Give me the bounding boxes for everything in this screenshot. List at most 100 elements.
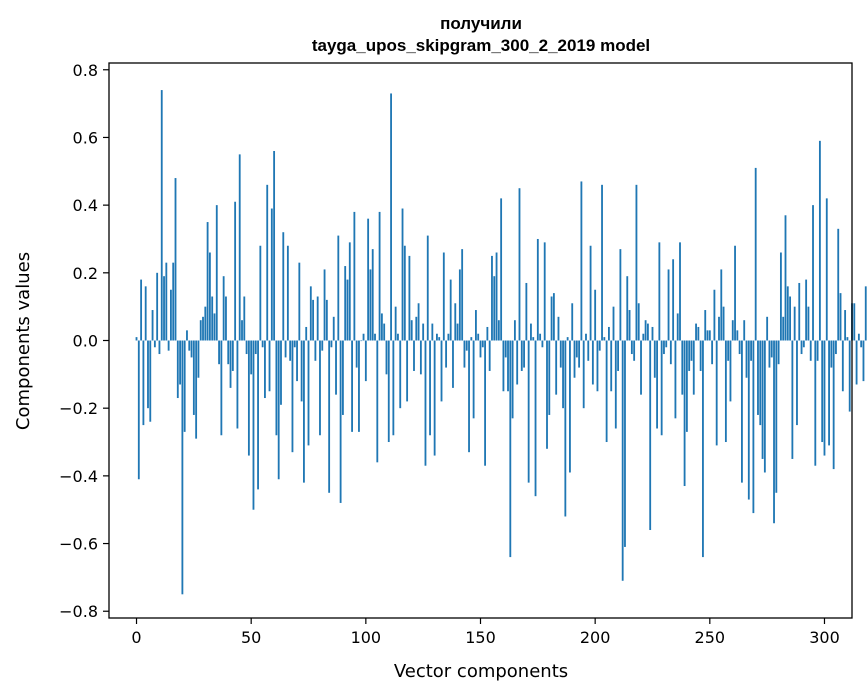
bar: [436, 333, 438, 341]
bar: [679, 242, 681, 341]
bar: [527, 340, 530, 483]
bar: [699, 340, 702, 371]
bar: [653, 340, 656, 378]
bar: [839, 293, 842, 341]
bar: [566, 337, 569, 341]
bar: [729, 340, 732, 402]
bar: [387, 340, 390, 443]
bar: [452, 340, 454, 388]
bar: [493, 276, 496, 341]
bar: [688, 340, 691, 371]
bar: [211, 296, 214, 341]
x-tick-label: 100: [351, 628, 382, 647]
bar: [220, 340, 223, 436]
bar: [153, 340, 156, 348]
bar: [199, 320, 202, 341]
bar: [332, 316, 335, 341]
bar: [394, 306, 397, 341]
bar: [183, 340, 186, 432]
bar: [445, 340, 448, 368]
bar: [222, 276, 225, 341]
bar: [857, 333, 860, 341]
bar: [812, 205, 814, 341]
bar: [192, 340, 195, 415]
bar: [598, 340, 601, 351]
bar: [151, 310, 154, 341]
bar: [864, 286, 867, 341]
bar: [344, 266, 347, 341]
bar: [497, 320, 500, 341]
bar: [195, 340, 198, 439]
bar: [720, 269, 723, 341]
bar: [147, 340, 149, 409]
bar: [536, 238, 539, 341]
bar: [637, 303, 640, 341]
bar: [502, 340, 505, 392]
bar: [818, 140, 821, 341]
bar: [635, 184, 638, 341]
bar: [741, 340, 743, 483]
bar: [658, 242, 661, 341]
bar: [458, 269, 461, 341]
bar: [681, 340, 684, 395]
bar: [520, 340, 523, 371]
bar: [860, 340, 863, 348]
bar: [390, 93, 392, 341]
x-tick-label: 200: [580, 628, 611, 647]
bar: [734, 245, 736, 341]
bar: [825, 198, 828, 341]
bar: [628, 310, 631, 341]
bar: [828, 340, 830, 446]
bar: [284, 340, 287, 358]
bar: [507, 340, 509, 392]
bar: [202, 316, 204, 341]
chart-title: получили: [440, 14, 522, 33]
bar: [633, 340, 636, 361]
bar: [353, 211, 356, 341]
bar: [371, 249, 374, 341]
bar: [273, 150, 276, 341]
plot-frame: [108, 62, 853, 619]
bar: [422, 323, 425, 341]
bar: [282, 232, 285, 341]
bar: [509, 340, 512, 558]
bar: [227, 340, 230, 365]
bar: [500, 198, 503, 341]
bar: [218, 340, 220, 365]
bar: [229, 340, 232, 388]
bar: [555, 340, 558, 395]
x-axis-label: Vector components: [394, 661, 568, 682]
bar: [270, 208, 273, 341]
bar: [215, 205, 218, 341]
bar: [578, 340, 581, 368]
bar: [144, 286, 147, 341]
bar: [163, 276, 165, 341]
bar: [298, 262, 301, 341]
bar: [789, 296, 791, 341]
bar: [656, 340, 658, 429]
bar: [713, 289, 716, 341]
bar: [614, 340, 617, 429]
bar: [156, 272, 159, 341]
bar: [724, 340, 727, 443]
bar: [408, 255, 411, 341]
bar: [429, 340, 431, 436]
bar: [663, 340, 665, 355]
bar: [800, 340, 803, 355]
bar: [672, 259, 675, 341]
bar: [587, 340, 590, 361]
bar: [415, 316, 418, 341]
bar: [644, 320, 647, 341]
bar: [557, 316, 560, 341]
bar: [784, 215, 787, 341]
bar: [241, 320, 243, 341]
bar: [516, 340, 519, 385]
bar: [179, 340, 181, 385]
bar: [424, 340, 427, 466]
bar: [727, 340, 730, 361]
bar: [697, 326, 700, 341]
bar: [580, 181, 583, 341]
bar: [266, 184, 269, 341]
bar: [759, 340, 762, 426]
bar: [704, 310, 707, 341]
